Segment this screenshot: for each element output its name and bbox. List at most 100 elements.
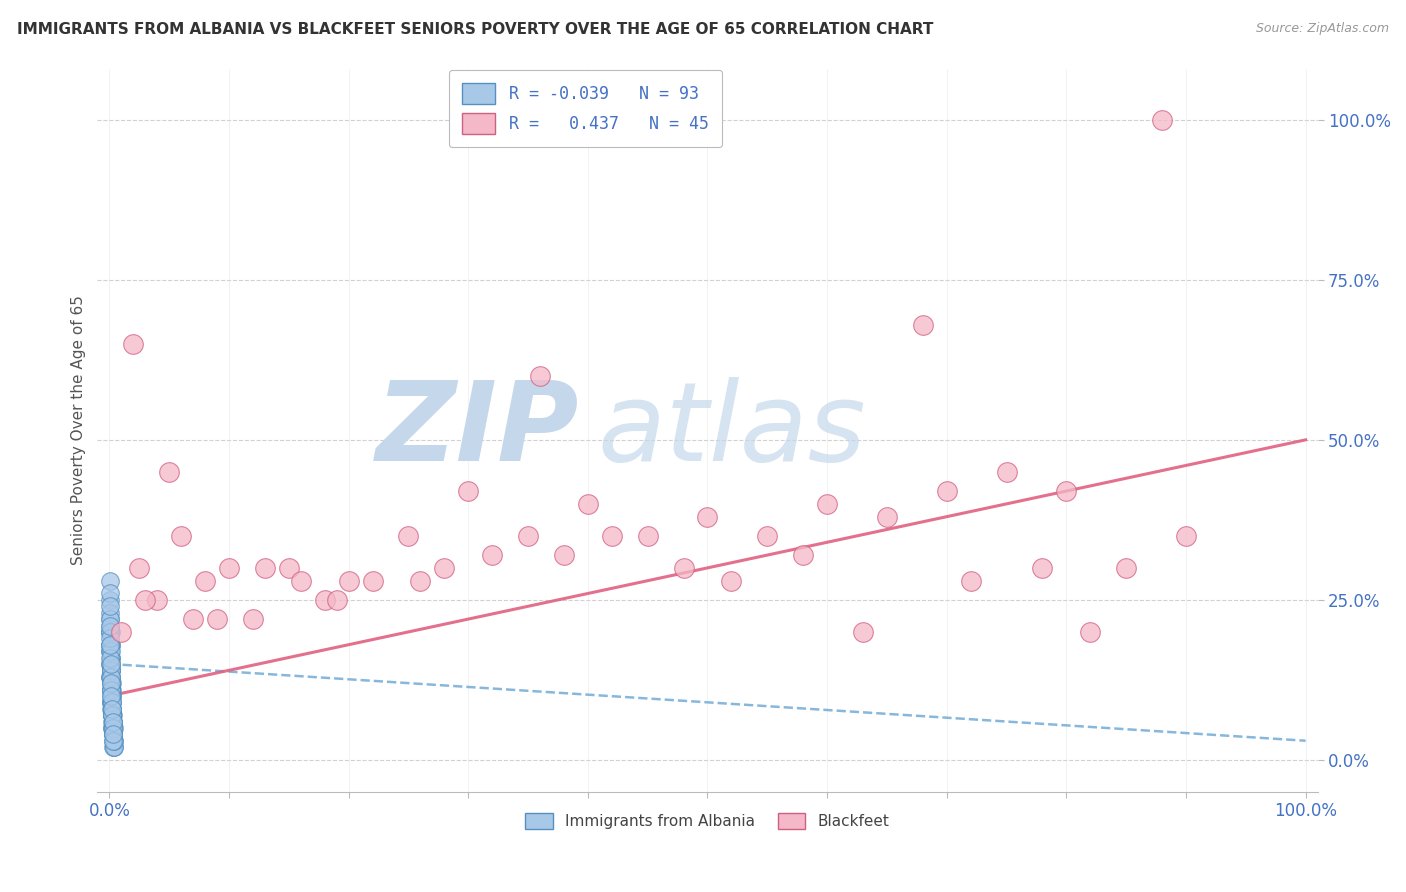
Point [100,702,122,716]
Point [100,663,122,677]
Point [101,727,124,741]
Point [409,574,432,588]
Point [100,638,122,652]
Point [396,529,419,543]
Point [100,689,122,703]
Point [157,465,180,479]
Point [100,695,122,709]
Point [100,682,122,697]
Point [101,727,124,741]
Point [103,740,125,755]
Point [1078,624,1101,639]
Point [100,682,122,697]
Point [100,695,122,709]
Point [101,695,124,709]
Point [98,644,121,658]
Point [100,644,122,658]
Point [100,670,122,684]
Point [103,740,125,755]
Point [100,676,122,690]
Point [101,708,124,723]
Point [100,682,122,697]
Point [101,714,124,729]
Point [101,708,124,723]
Point [100,650,122,665]
Point [792,548,814,562]
Point [361,574,384,588]
Point [433,561,456,575]
Point [457,484,479,499]
Point [100,670,122,684]
Point [101,727,124,741]
Point [110,624,132,639]
Point [852,624,875,639]
Point [101,727,124,741]
Point [325,593,347,607]
Point [98,606,121,620]
Point [146,593,169,607]
Point [100,689,122,703]
Point [100,689,122,703]
Point [101,708,124,723]
Point [100,682,122,697]
Point [100,670,122,684]
Point [553,548,575,562]
Text: ZIP: ZIP [375,376,579,483]
Point [103,721,125,735]
Point [101,714,124,729]
Point [1054,484,1077,499]
Point [576,497,599,511]
Point [100,657,122,671]
Point [101,721,124,735]
Point [128,561,150,575]
Point [101,733,124,747]
Point [134,593,156,607]
Point [100,663,122,677]
Point [600,529,623,543]
Point [277,561,299,575]
Point [756,529,779,543]
Point [103,733,125,747]
Point [98,657,121,671]
Point [253,561,276,575]
Point [935,484,957,499]
Point [815,497,838,511]
Point [194,574,217,588]
Point [100,650,122,665]
Point [100,676,122,690]
Point [1031,561,1053,575]
Point [100,695,122,709]
Text: IMMIGRANTS FROM ALBANIA VS BLACKFEET SENIORS POVERTY OVER THE AGE OF 65 CORRELAT: IMMIGRANTS FROM ALBANIA VS BLACKFEET SEN… [17,22,934,37]
Point [101,702,124,716]
Point [481,548,503,562]
Point [98,632,121,646]
Point [529,368,551,383]
Point [672,561,695,575]
Point [98,644,121,658]
Point [98,657,121,671]
Point [101,695,124,709]
Point [103,733,125,747]
Point [98,618,121,632]
Point [101,727,124,741]
Point [100,650,122,665]
Point [218,561,240,575]
Point [101,708,124,723]
Point [100,663,122,677]
Point [100,657,122,671]
Point [101,708,124,723]
Point [98,624,121,639]
Point [100,695,122,709]
Point [100,663,122,677]
Point [101,702,124,716]
Point [101,702,124,716]
Point [101,721,124,735]
Text: Source: ZipAtlas.com: Source: ZipAtlas.com [1256,22,1389,36]
Point [101,702,124,716]
Text: atlas: atlas [598,376,866,483]
Point [98,599,121,614]
Point [337,574,360,588]
Point [98,612,121,626]
Point [98,574,121,588]
Y-axis label: Seniors Poverty Over the Age of 65: Seniors Poverty Over the Age of 65 [72,295,86,566]
